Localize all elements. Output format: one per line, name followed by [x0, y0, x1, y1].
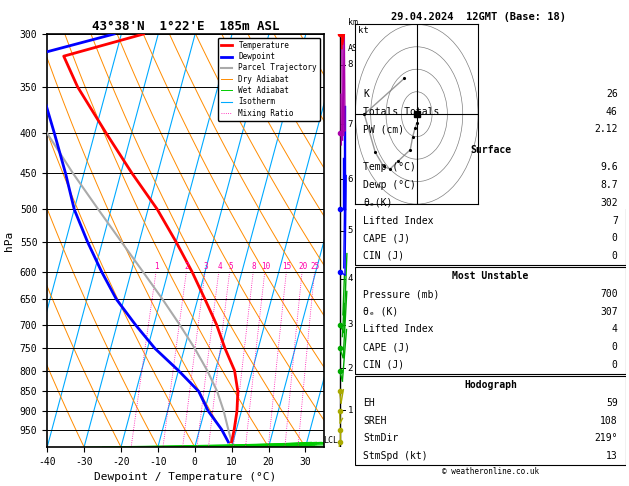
Text: LCL: LCL	[323, 435, 338, 445]
Y-axis label: hPa: hPa	[4, 230, 14, 251]
Text: 700: 700	[600, 289, 618, 299]
Text: 6: 6	[347, 174, 353, 184]
Bar	[355, 85, 626, 138]
Text: kt: kt	[359, 26, 369, 35]
Text: SREH: SREH	[364, 416, 387, 426]
Text: 2.12: 2.12	[594, 124, 618, 134]
Title: 43°38'N  1°22'E  185m ASL: 43°38'N 1°22'E 185m ASL	[92, 20, 279, 33]
Text: 20: 20	[298, 261, 308, 271]
Text: 0: 0	[612, 360, 618, 370]
Text: 7: 7	[612, 216, 618, 226]
Text: 8: 8	[347, 60, 353, 69]
Text: 15: 15	[282, 261, 292, 271]
Legend: Temperature, Dewpoint, Parcel Trajectory, Dry Adiabat, Wet Adiabat, Isotherm, Mi: Temperature, Dewpoint, Parcel Trajectory…	[218, 38, 320, 121]
Text: 29.04.2024  12GMT (Base: 18): 29.04.2024 12GMT (Base: 18)	[391, 12, 565, 22]
Text: 9.6: 9.6	[600, 162, 618, 173]
Text: K: K	[364, 89, 369, 99]
Text: 307: 307	[600, 307, 618, 317]
Text: Lifted Index: Lifted Index	[364, 325, 434, 334]
X-axis label: Dewpoint / Temperature (°C): Dewpoint / Temperature (°C)	[94, 472, 277, 483]
Text: 1: 1	[347, 406, 353, 415]
Text: ASL: ASL	[347, 44, 362, 53]
Text: 4: 4	[612, 325, 618, 334]
Text: Surface: Surface	[470, 145, 511, 155]
Text: 302: 302	[600, 198, 618, 208]
Text: 10: 10	[261, 261, 270, 271]
Text: 7: 7	[347, 120, 353, 128]
Text: Pressure (mb): Pressure (mb)	[364, 289, 440, 299]
Text: 2: 2	[185, 261, 189, 271]
Text: 1: 1	[155, 261, 159, 271]
Text: 8: 8	[252, 261, 256, 271]
Text: km: km	[347, 18, 357, 27]
Text: 5: 5	[347, 226, 353, 235]
Text: 2: 2	[347, 364, 353, 373]
Text: 59: 59	[606, 398, 618, 408]
Text: 4: 4	[217, 261, 222, 271]
Text: EH: EH	[364, 398, 376, 408]
Text: 25: 25	[311, 261, 320, 271]
Text: 108: 108	[600, 416, 618, 426]
Text: 219°: 219°	[594, 434, 618, 443]
Text: CAPE (J): CAPE (J)	[364, 233, 411, 243]
Text: 0: 0	[612, 342, 618, 352]
Text: θₑ(K): θₑ(K)	[364, 198, 393, 208]
Text: Hodograph: Hodograph	[464, 380, 517, 390]
Text: StmSpd (kt): StmSpd (kt)	[364, 451, 428, 461]
Text: 3: 3	[347, 320, 353, 329]
Text: 0: 0	[612, 233, 618, 243]
Text: Lifted Index: Lifted Index	[364, 216, 434, 226]
Text: CAPE (J): CAPE (J)	[364, 342, 411, 352]
Text: Temp (°C): Temp (°C)	[364, 162, 416, 173]
Text: Dewp (°C): Dewp (°C)	[364, 180, 416, 190]
Text: StmDir: StmDir	[364, 434, 399, 443]
Polygon shape	[343, 0, 345, 45]
Text: 5: 5	[228, 261, 233, 271]
Text: CIN (J): CIN (J)	[364, 251, 404, 261]
Text: 46: 46	[606, 107, 618, 117]
Text: 26: 26	[606, 89, 618, 99]
Text: © weatheronline.co.uk: © weatheronline.co.uk	[442, 467, 539, 476]
Text: Totals Totals: Totals Totals	[364, 107, 440, 117]
Text: 4: 4	[347, 274, 353, 283]
Text: 13: 13	[606, 451, 618, 461]
Text: CIN (J): CIN (J)	[364, 360, 404, 370]
Text: θₑ (K): θₑ (K)	[364, 307, 399, 317]
Text: PW (cm): PW (cm)	[364, 124, 404, 134]
Bar	[355, 376, 626, 465]
Bar	[355, 267, 626, 374]
Text: 8.7: 8.7	[600, 180, 618, 190]
Text: 3: 3	[204, 261, 208, 271]
Text: Most Unstable: Most Unstable	[452, 271, 529, 281]
Text: 0: 0	[612, 251, 618, 261]
Bar	[355, 141, 626, 265]
